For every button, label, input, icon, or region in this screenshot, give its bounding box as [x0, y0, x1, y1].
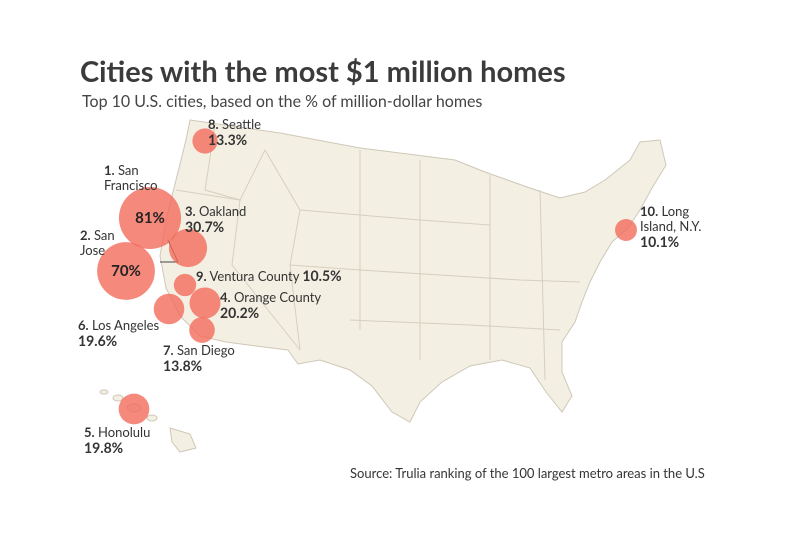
- bubble: [615, 219, 637, 241]
- value-label: 13.3%: [208, 131, 248, 148]
- bubble: [189, 317, 215, 343]
- value-label: 10.1%: [640, 233, 680, 250]
- source: Source: Trulia ranking of the 100 larges…: [350, 465, 705, 481]
- city-name: Honolulu: [97, 424, 151, 440]
- bubble: [118, 393, 150, 425]
- title: Cities with the most $1 million homes: [80, 54, 566, 89]
- city-name: Ventura County: [209, 268, 300, 284]
- bubble: [153, 293, 185, 325]
- value-label: 19.6%: [78, 332, 118, 349]
- hawaii: [99, 389, 197, 453]
- value-label: 10.5%: [302, 267, 342, 284]
- city-label: 8. Seattle 13.3%: [208, 117, 298, 148]
- city-label: 1. San Francisco: [104, 163, 179, 193]
- city-name: San Francisco: [104, 162, 158, 193]
- state-lines: [175, 124, 581, 381]
- value-label: 13.8%: [163, 357, 203, 374]
- city-label: 5. Honolulu 19.8%: [84, 425, 184, 456]
- city-rank: 10.: [640, 203, 659, 219]
- bubble: [189, 287, 221, 319]
- city-name: Oakland: [198, 203, 247, 219]
- bubble: [118, 186, 182, 250]
- value-label: 70%: [111, 262, 141, 280]
- city-name: Long Island, N.Y.: [640, 203, 702, 234]
- city-name: Seattle: [221, 116, 262, 132]
- value-label: 30.7%: [185, 218, 225, 235]
- city-label: 10. Long Island, N.Y. 10.1%: [640, 204, 720, 250]
- city-label: 2. San Jose: [80, 228, 130, 258]
- value-label: 19.8%: [84, 439, 124, 456]
- bubble: [192, 128, 218, 154]
- city-label: 9. Ventura County 10.5%: [196, 268, 396, 284]
- us-outline: [159, 119, 667, 423]
- city-label: 4. Orange County 20.2%: [220, 290, 350, 321]
- city-rank: 9.: [196, 268, 207, 284]
- city-rank: 8.: [208, 116, 219, 132]
- bubble: [97, 242, 155, 300]
- city-label: 3. Oakland 30.7%: [185, 204, 305, 235]
- city-name: Orange County: [233, 289, 322, 305]
- city-label: 6. Los Angeles 19.6%: [78, 318, 178, 349]
- city-rank: 7.: [163, 342, 174, 358]
- bubble: [173, 273, 197, 297]
- bubble: [168, 228, 208, 268]
- city-name: San Jose: [80, 227, 115, 258]
- city-rank: 1.: [104, 162, 115, 178]
- city-label: 7. San Diego 13.8%: [163, 343, 263, 374]
- city-name: Los Angeles: [91, 317, 160, 333]
- value-label: 20.2%: [220, 304, 260, 321]
- city-rank: 5.: [84, 424, 95, 440]
- city-rank: 6.: [78, 317, 89, 333]
- city-rank: 3.: [185, 203, 196, 219]
- city-name: San Diego: [176, 342, 235, 358]
- value-label: 81%: [135, 209, 165, 227]
- city-rank: 4.: [220, 289, 231, 305]
- subtitle: Top 10 U.S. cities, based on the % of mi…: [82, 92, 483, 111]
- city-rank: 2.: [80, 227, 91, 243]
